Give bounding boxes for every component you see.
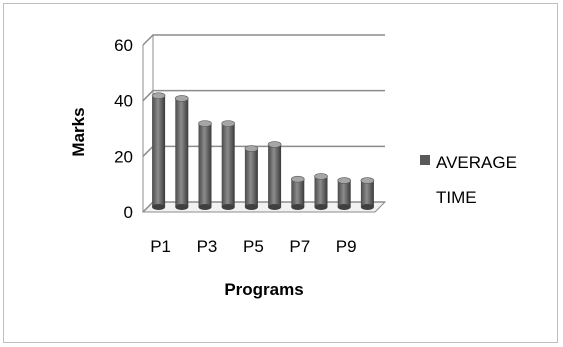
bar-top-P2: [175, 95, 189, 102]
gridlines: [142, 34, 385, 213]
bar-base-P5: [244, 204, 258, 210]
bar-P1: [151, 92, 166, 210]
legend-label-line1: AVERAGE: [436, 153, 517, 172]
bar-top-P4: [221, 120, 235, 127]
x-tick-P3: P3: [197, 237, 218, 256]
y-tick-60: 60: [114, 36, 133, 55]
bar-top-P8: [314, 173, 328, 180]
gridline-40: [142, 89, 385, 102]
bar-body-P7: [291, 179, 305, 207]
bar-P4: [221, 120, 235, 210]
bar-top-P10: [360, 177, 375, 184]
bar-body-P5: [244, 148, 258, 207]
legend-swatch: [420, 155, 430, 165]
x-axis-title: Programs: [224, 280, 303, 299]
bar-top-P1: [151, 92, 166, 99]
bar-base-P1: [152, 204, 166, 210]
x-tick-labels: P1 P3 P5 P7 P9: [150, 237, 356, 256]
bar-base-P4: [221, 204, 235, 210]
bar-P10: [360, 177, 375, 210]
y-tick-40: 40: [114, 92, 133, 111]
bar-base-P10: [360, 204, 374, 210]
x-tick-P1: P1: [150, 237, 171, 256]
bars: [151, 92, 375, 210]
y-tick-labels: 0 20 40 60: [114, 36, 133, 222]
y-tick-20: 20: [114, 147, 133, 166]
bar-top-P3: [198, 120, 212, 127]
bar-P7: [290, 175, 305, 210]
x-tick-P5: P5: [243, 237, 264, 256]
bar-base-P2: [175, 204, 189, 210]
legend: AVERAGE TIME: [420, 153, 517, 207]
bar-P3: [198, 120, 212, 210]
bar-top-P6: [267, 141, 282, 148]
bar-base-P8: [314, 204, 328, 210]
bar-body-P8: [314, 176, 328, 207]
bar-body-P6: [268, 144, 282, 207]
chart-back-wall: [142, 35, 154, 212]
y-tick-0: 0: [124, 203, 133, 222]
bar-base-P3: [198, 204, 212, 210]
bar-body-P4: [221, 123, 235, 207]
bar-base-P6: [268, 204, 282, 210]
bar-top-P9: [337, 177, 352, 184]
bar-P5: [244, 145, 259, 210]
bar-P8: [314, 173, 328, 210]
bar-P9: [337, 177, 352, 210]
x-tick-P7: P7: [289, 237, 310, 256]
x-tick-P9: P9: [336, 237, 357, 256]
bar-body-P10: [360, 180, 374, 207]
bar-body-P3: [198, 123, 212, 207]
bar-base-P7: [291, 204, 305, 210]
y-axis-title: Marks: [69, 107, 88, 156]
bar-body-P1: [152, 95, 166, 207]
bar-body-P9: [337, 180, 351, 207]
legend-label-line2: TIME: [436, 188, 477, 207]
gridline-60: [142, 34, 385, 46]
bar-top-P5: [244, 145, 259, 152]
bar-base-P9: [337, 204, 351, 210]
bar-P2: [175, 95, 189, 210]
bar-top-P7: [290, 175, 305, 183]
bar-P6: [267, 141, 282, 210]
bar-body-P2: [175, 98, 189, 207]
